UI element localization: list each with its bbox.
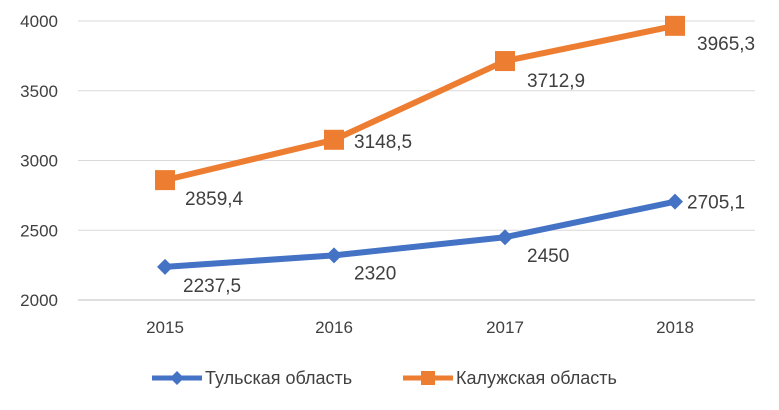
data-label: 2705,1 — [687, 193, 745, 214]
series-2 — [155, 15, 685, 191]
series-line — [162, 198, 678, 270]
data-point-marker — [497, 229, 513, 246]
gridlines — [78, 20, 755, 301]
legend: Тульская область Калужская область — [152, 368, 617, 388]
y-tick-label: 3000 — [20, 152, 58, 171]
legend-item-1: Тульская область — [152, 368, 352, 388]
data-label: 3712,9 — [527, 71, 585, 92]
y-tick-label: 4000 — [20, 12, 58, 31]
data-label: 3148,5 — [354, 132, 412, 153]
data-label: 2859,4 — [185, 189, 244, 210]
data-point-marker — [667, 193, 683, 210]
series-line — [162, 22, 678, 184]
data-label: 2450 — [527, 246, 569, 267]
x-tick-label: 2017 — [486, 318, 524, 337]
data-point-marker — [326, 247, 342, 264]
x-axis: 2015 2016 2017 2018 — [146, 318, 694, 337]
x-tick-label: 2016 — [315, 318, 353, 337]
y-axis: 2000 2500 3000 3500 4000 — [20, 12, 58, 310]
y-tick-label: 2500 — [20, 221, 58, 240]
series-1 — [157, 193, 683, 275]
x-tick-label: 2015 — [146, 318, 184, 337]
data-point-marker — [495, 51, 515, 72]
data-labels: 2237,5 2320 2450 2705,1 2859,4 3148,5 3712,9 39… — [183, 34, 755, 297]
x-tick-label: 2018 — [656, 318, 694, 337]
data-point-marker — [324, 129, 344, 150]
data-label: 2320 — [354, 263, 396, 284]
legend-label: Тульская область — [205, 368, 352, 388]
data-point-marker — [157, 258, 173, 275]
data-label: 3965,3 — [697, 34, 755, 55]
series-group — [155, 15, 685, 275]
y-tick-label: 3500 — [20, 82, 58, 101]
legend-marker — [421, 371, 435, 385]
data-point-marker — [665, 15, 685, 36]
legend-label: Калужская область — [456, 368, 617, 388]
legend-marker — [170, 371, 184, 385]
legend-item-2: Калужская область — [403, 368, 617, 388]
y-tick-label: 2000 — [20, 291, 58, 310]
data-label: 2237,5 — [183, 276, 241, 297]
data-point-marker — [155, 170, 175, 191]
